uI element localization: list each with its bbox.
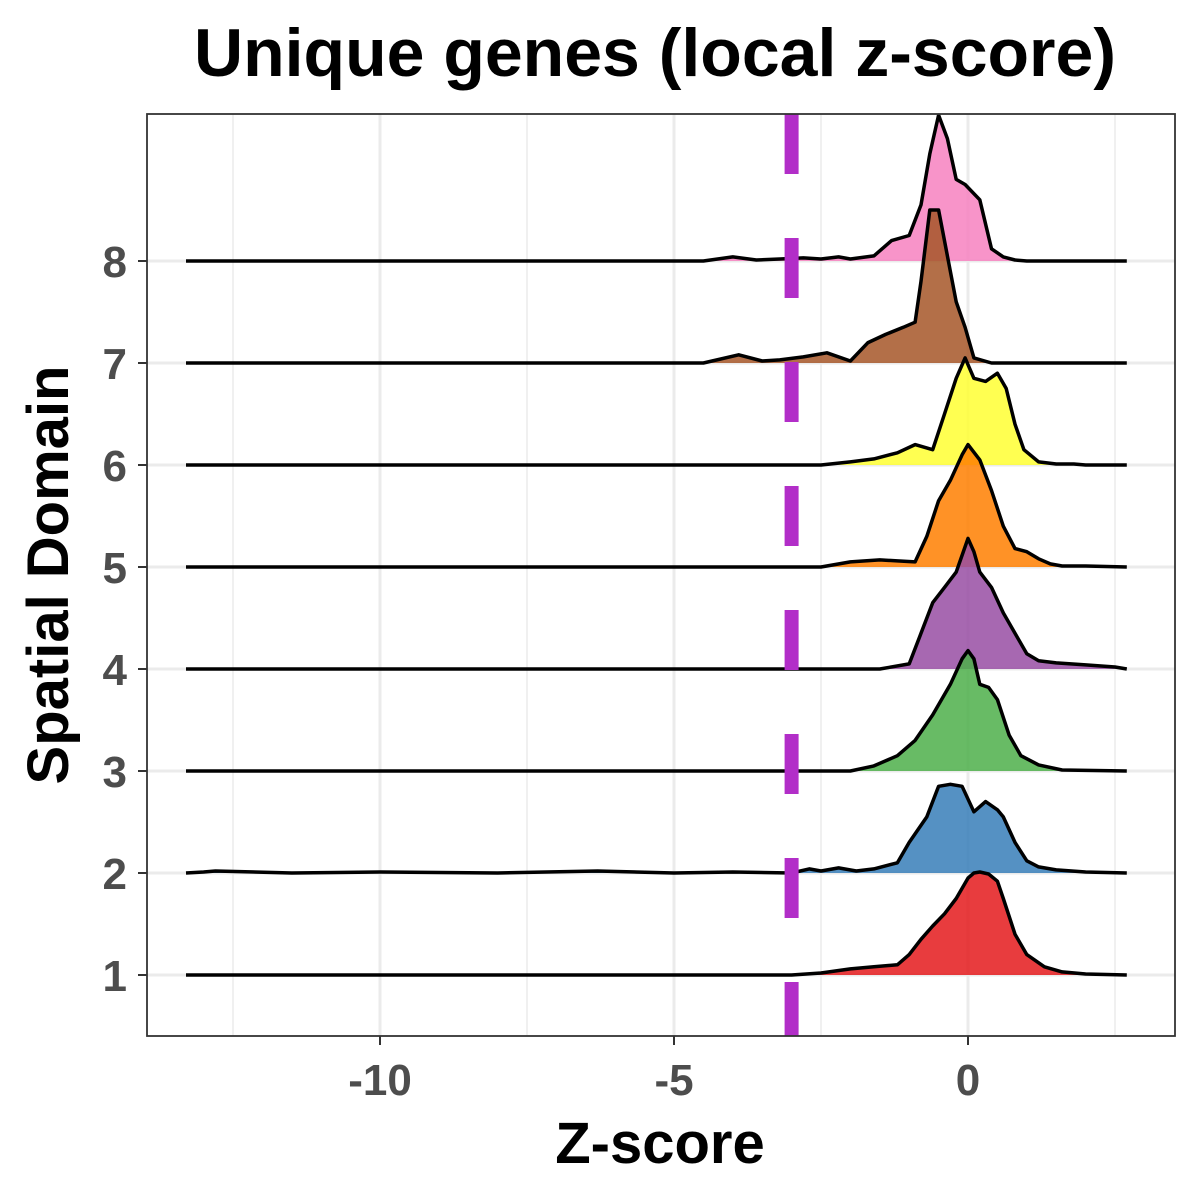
chart-title: Unique genes (local z-score) bbox=[194, 15, 1116, 91]
ridges bbox=[185, 113, 1128, 977]
ridge-fill-8 bbox=[186, 115, 1127, 261]
ridge-fill-3 bbox=[186, 650, 1127, 771]
x-tick-label: -10 bbox=[348, 1056, 412, 1105]
ridge-outline-6 bbox=[186, 356, 1127, 467]
y-tick-label: 6 bbox=[103, 442, 127, 491]
y-tick-label: 3 bbox=[103, 748, 127, 797]
ridge-outline-1 bbox=[186, 870, 1127, 977]
ridge-domain-8 bbox=[186, 113, 1127, 263]
axis-ticks: -10 -5 0 1 2 3 4 5 6 7 8 bbox=[103, 238, 981, 1105]
ridge-fill-4 bbox=[186, 538, 1127, 669]
x-axis-title: Z-score bbox=[555, 1111, 765, 1176]
ridge-fill-7 bbox=[186, 210, 1127, 363]
ridge-outline-2 bbox=[185, 782, 1127, 875]
ridge-domain-4 bbox=[186, 536, 1128, 671]
y-tick-label: 4 bbox=[103, 646, 128, 695]
y-tick-label: 7 bbox=[103, 340, 127, 389]
ridge-domain-2 bbox=[185, 782, 1127, 875]
ridge-outline-7 bbox=[186, 208, 1127, 365]
ridge-outline-5 bbox=[186, 442, 1127, 569]
ridge-outline-3 bbox=[186, 648, 1127, 773]
ridge-domain-3 bbox=[186, 648, 1127, 773]
plot-border bbox=[146, 113, 1176, 1037]
ridge-domain-7 bbox=[186, 208, 1127, 365]
x-tick-label: 0 bbox=[956, 1056, 980, 1105]
x-tick-label: -5 bbox=[654, 1056, 693, 1105]
ridge-fill-1 bbox=[186, 872, 1127, 975]
ridge-outline-8 bbox=[186, 113, 1127, 263]
y-tick-label: 1 bbox=[103, 952, 127, 1001]
ridge-domain-6 bbox=[186, 356, 1127, 467]
y-tick-label: 8 bbox=[103, 238, 127, 287]
plot-panel bbox=[147, 114, 1175, 1036]
y-tick-label: 5 bbox=[103, 544, 127, 593]
ridge-domain-5 bbox=[186, 442, 1127, 569]
ridge-domain-1 bbox=[186, 870, 1127, 977]
y-axis-title: Spatial Domain bbox=[16, 366, 81, 785]
ridge-outline-4 bbox=[186, 536, 1128, 671]
y-tick-label: 2 bbox=[103, 850, 127, 899]
